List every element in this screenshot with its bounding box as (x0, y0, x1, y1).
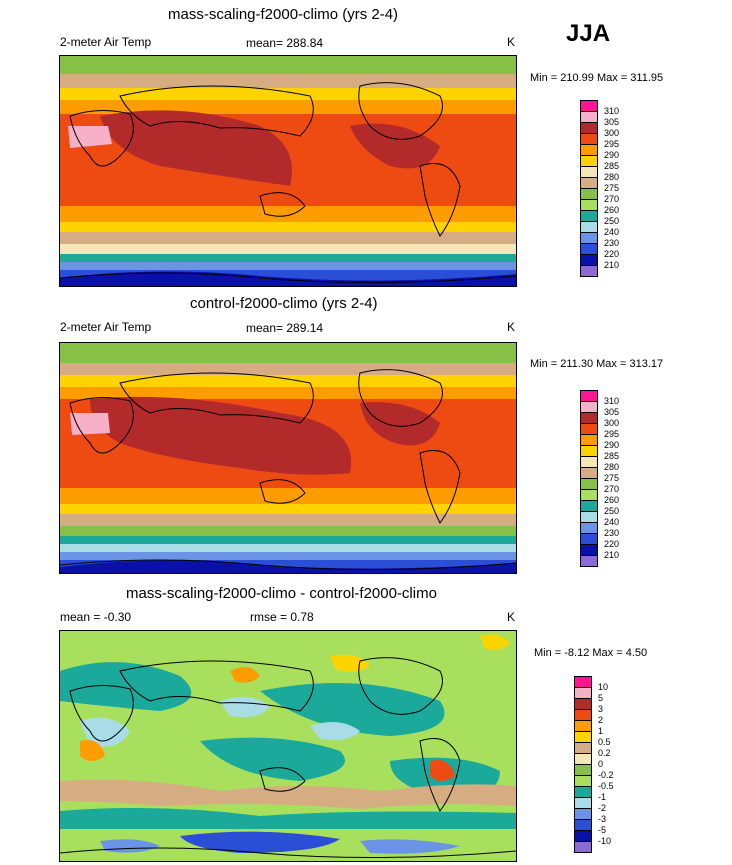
panel-1-colorbar-label: 290 (604, 150, 620, 160)
panel-1-colorbar-label: 300 (604, 128, 620, 138)
panel-1-colorbar-label: 210 (604, 260, 620, 270)
panel-2-colorbar-label: 220 (604, 539, 620, 549)
panel-2-map (59, 342, 517, 574)
panel-2-variable-label: 2-meter Air Temp (60, 320, 152, 334)
panel-3-colorbar-label: 5 (598, 693, 604, 703)
panel-3-colorbar-label: 1 (598, 726, 604, 736)
panel-1-unit-label: K (507, 35, 516, 49)
panel-2-title: control-f2000-climo (yrs 2-4) (190, 295, 378, 312)
panel-1-colorbar-label: 260 (604, 205, 620, 215)
panel-2-colorbar-label: 275 (604, 473, 620, 483)
panel-1-colorbar-label: 285 (604, 161, 620, 171)
panel-3-colorbar-label: -3 (598, 814, 607, 824)
panel-3-swatch-15 (574, 841, 592, 853)
panel-3-colorbar-label: 3 (598, 704, 604, 714)
panel-1-map-plot (60, 56, 516, 286)
panel-2-colorbar-label: 230 (604, 528, 620, 538)
panel-2-colorbar-label: 250 (604, 506, 620, 516)
panel-3-colorbar-label: -10 (598, 836, 612, 846)
panel-1-colorbar-label: 250 (604, 216, 620, 226)
panel-2-colorbar-label: 280 (604, 462, 620, 472)
panel-2-unit-label: K (507, 320, 516, 334)
panel-3-colorbar-label: -0.5 (598, 781, 614, 791)
panel-3-colorbar-label: -5 (598, 825, 607, 835)
panel-1-colorbar-label: 280 (604, 172, 620, 182)
panel-1-variable-label: 2-meter Air Temp (60, 35, 152, 49)
panel-3-colorbar-label: -2 (598, 803, 607, 813)
panel-1-colorbar-label: 310 (604, 106, 620, 116)
panel-3-map (59, 630, 517, 862)
panel-2-swatch-15 (580, 555, 598, 567)
panel-2-colorbar-label: 260 (604, 495, 620, 505)
panel-3-colorbar-label: -1 (598, 792, 607, 802)
panel-1-colorbar-label: 230 (604, 238, 620, 248)
panel-2-colorbar-label: 240 (604, 517, 620, 527)
panel-1-title: mass-scaling-f2000-climo (yrs 2-4) (168, 6, 399, 23)
panel-2-colorbar: 310 305 300 295 290 285 280 275 270 260 … (580, 390, 620, 575)
panel-1-colorbar-label: 295 (604, 139, 620, 149)
panel-3-colorbar-label: 2 (598, 715, 604, 725)
panel-3-map-plot (60, 631, 516, 861)
panel-3-colorbar-label: 0.5 (598, 737, 611, 747)
panel-1-colorbar-label: 240 (604, 227, 620, 237)
panel-2-map-plot (60, 343, 516, 573)
panel-3-colorbar-label: 0.2 (598, 748, 611, 758)
panel-2-colorbar-label: 290 (604, 440, 620, 450)
panel-2-colorbar-label: 300 (604, 418, 620, 428)
panel-3-colorbar-label: 10 (598, 682, 609, 692)
panel-1-colorbar-label: 270 (604, 194, 620, 204)
panel-2-colorbar-label: 210 (604, 550, 620, 560)
panel-3-title: mass-scaling-f2000-climo - control-f2000… (126, 585, 437, 602)
panel-1-colorbar-label: 275 (604, 183, 620, 193)
panel-3-minmax: Min = -8.12 Max = 4.50 (534, 647, 648, 659)
panel-1-swatch-15 (580, 265, 598, 277)
panel-2-colorbar-label: 285 (604, 451, 620, 461)
panel-1-mean-label: mean= 288.84 (246, 36, 324, 50)
panel-2-colorbar-label: 310 (604, 396, 620, 406)
panel-2-colorbar-label: 305 (604, 407, 620, 417)
panel-1-colorbar-label: 220 (604, 249, 620, 259)
panel-3-mean-label: mean = -0.30 (60, 610, 132, 624)
panel-3-colorbar-label: -0.2 (598, 770, 614, 780)
panel-3-colorbar-label: 0 (598, 759, 604, 769)
panel-3-unit-label: K (507, 610, 516, 624)
panel-2-colorbar-label: 270 (604, 484, 620, 494)
panel-2-minmax: Min = 211.30 Max = 313.17 (530, 358, 664, 370)
panel-2-mean-label: mean= 289.14 (246, 321, 324, 335)
panel-3-colorbar: 10 5 3 2 1 0.5 0.2 0 -0.2 -0.5 -1 -2 -3 … (574, 676, 614, 861)
season-label: JJA (566, 20, 611, 47)
panel-1-map (59, 55, 517, 287)
panel-2-colorbar-label: 295 (604, 429, 620, 439)
panel-1-colorbar: 310 305 300 295 290 285 280 275 270 260 … (580, 100, 620, 285)
panel-1-minmax: Min = 210.99 Max = 311.95 (530, 72, 664, 84)
panel-3-rmse-label: rmse = 0.78 (250, 610, 314, 624)
panel-1-colorbar-label: 305 (604, 117, 620, 127)
